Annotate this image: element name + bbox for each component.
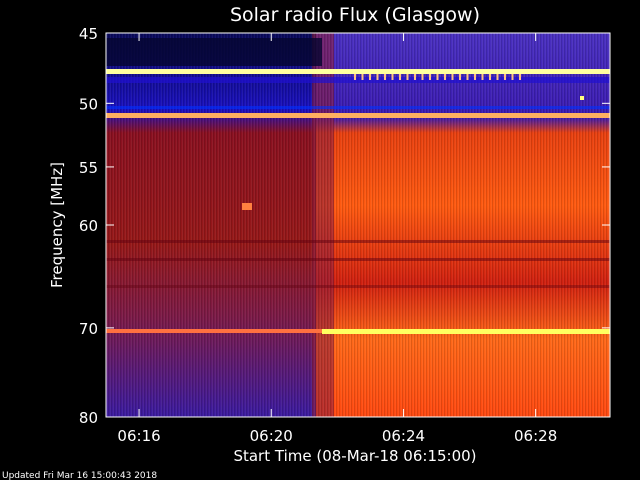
x-axis: 06:16 06:20 06:24 06:28 <box>117 33 557 445</box>
emission-dash <box>391 74 394 80</box>
emission-dash <box>496 74 499 80</box>
spike-feature <box>580 96 584 100</box>
dark-band-45mhz <box>106 38 322 66</box>
emission-dash <box>354 74 356 80</box>
emission-dash <box>444 74 446 80</box>
dark-band-69mhz <box>106 285 610 288</box>
y-tick-label: 45 <box>79 25 98 43</box>
x-tick-label: 06:24 <box>382 427 425 445</box>
emission-dash <box>466 74 469 80</box>
chart-title: Solar radio Flux (Glasgow) <box>230 4 480 26</box>
texture-overlay <box>106 33 610 417</box>
emission-dash <box>459 74 461 80</box>
emission-dash <box>361 74 364 80</box>
x-tick-label: 06:28 <box>514 427 557 445</box>
emission-dash <box>406 74 409 80</box>
emission-dash <box>414 74 416 80</box>
emission-dash <box>519 74 521 80</box>
plot-area <box>105 32 611 418</box>
dark-band-66mhz <box>106 240 610 243</box>
y-axis-label: Frequency [MHz] <box>48 162 66 288</box>
emission-dash <box>474 74 476 80</box>
burst-feature <box>242 203 252 210</box>
emission-dash <box>399 74 401 80</box>
x-axis-label: Start Time (08-Mar-18 06:15:00) <box>233 447 476 465</box>
emission-dash <box>376 74 379 80</box>
intermittent-emission-49mhz <box>354 74 521 80</box>
y-tick-label: 70 <box>79 320 98 338</box>
y-tick-label: 60 <box>79 217 98 235</box>
emission-dash <box>384 74 386 80</box>
x-tick-label: 06:20 <box>250 427 293 445</box>
x-tick-label: 06:16 <box>117 427 160 445</box>
emission-line-49mhz <box>106 69 610 74</box>
emission-dash <box>481 74 484 80</box>
updated-timestamp: Updated Fri Mar 16 15:00:43 2018 <box>2 471 157 480</box>
emission-dash <box>369 74 371 80</box>
band-50mhz <box>106 77 610 83</box>
y-tick-label: 80 <box>79 409 98 427</box>
emission-dash <box>429 74 431 80</box>
dark-band-67mhz <box>106 258 610 261</box>
emission-dash <box>421 74 424 80</box>
y-tick-label: 55 <box>79 159 98 177</box>
band-52mhz <box>106 106 610 109</box>
y-tick-label: 50 <box>79 95 98 113</box>
y-axis: 45 50 55 60 70 80 <box>79 25 610 427</box>
emission-line-53mhz <box>106 113 610 118</box>
emission-dash <box>511 74 514 80</box>
emission-dash <box>504 74 506 80</box>
emission-dash <box>451 74 454 80</box>
emission-line-73mhz-post <box>322 329 610 334</box>
emission-dash <box>436 74 439 80</box>
emission-dash <box>489 74 491 80</box>
emission-line-73mhz-pre <box>106 329 322 333</box>
